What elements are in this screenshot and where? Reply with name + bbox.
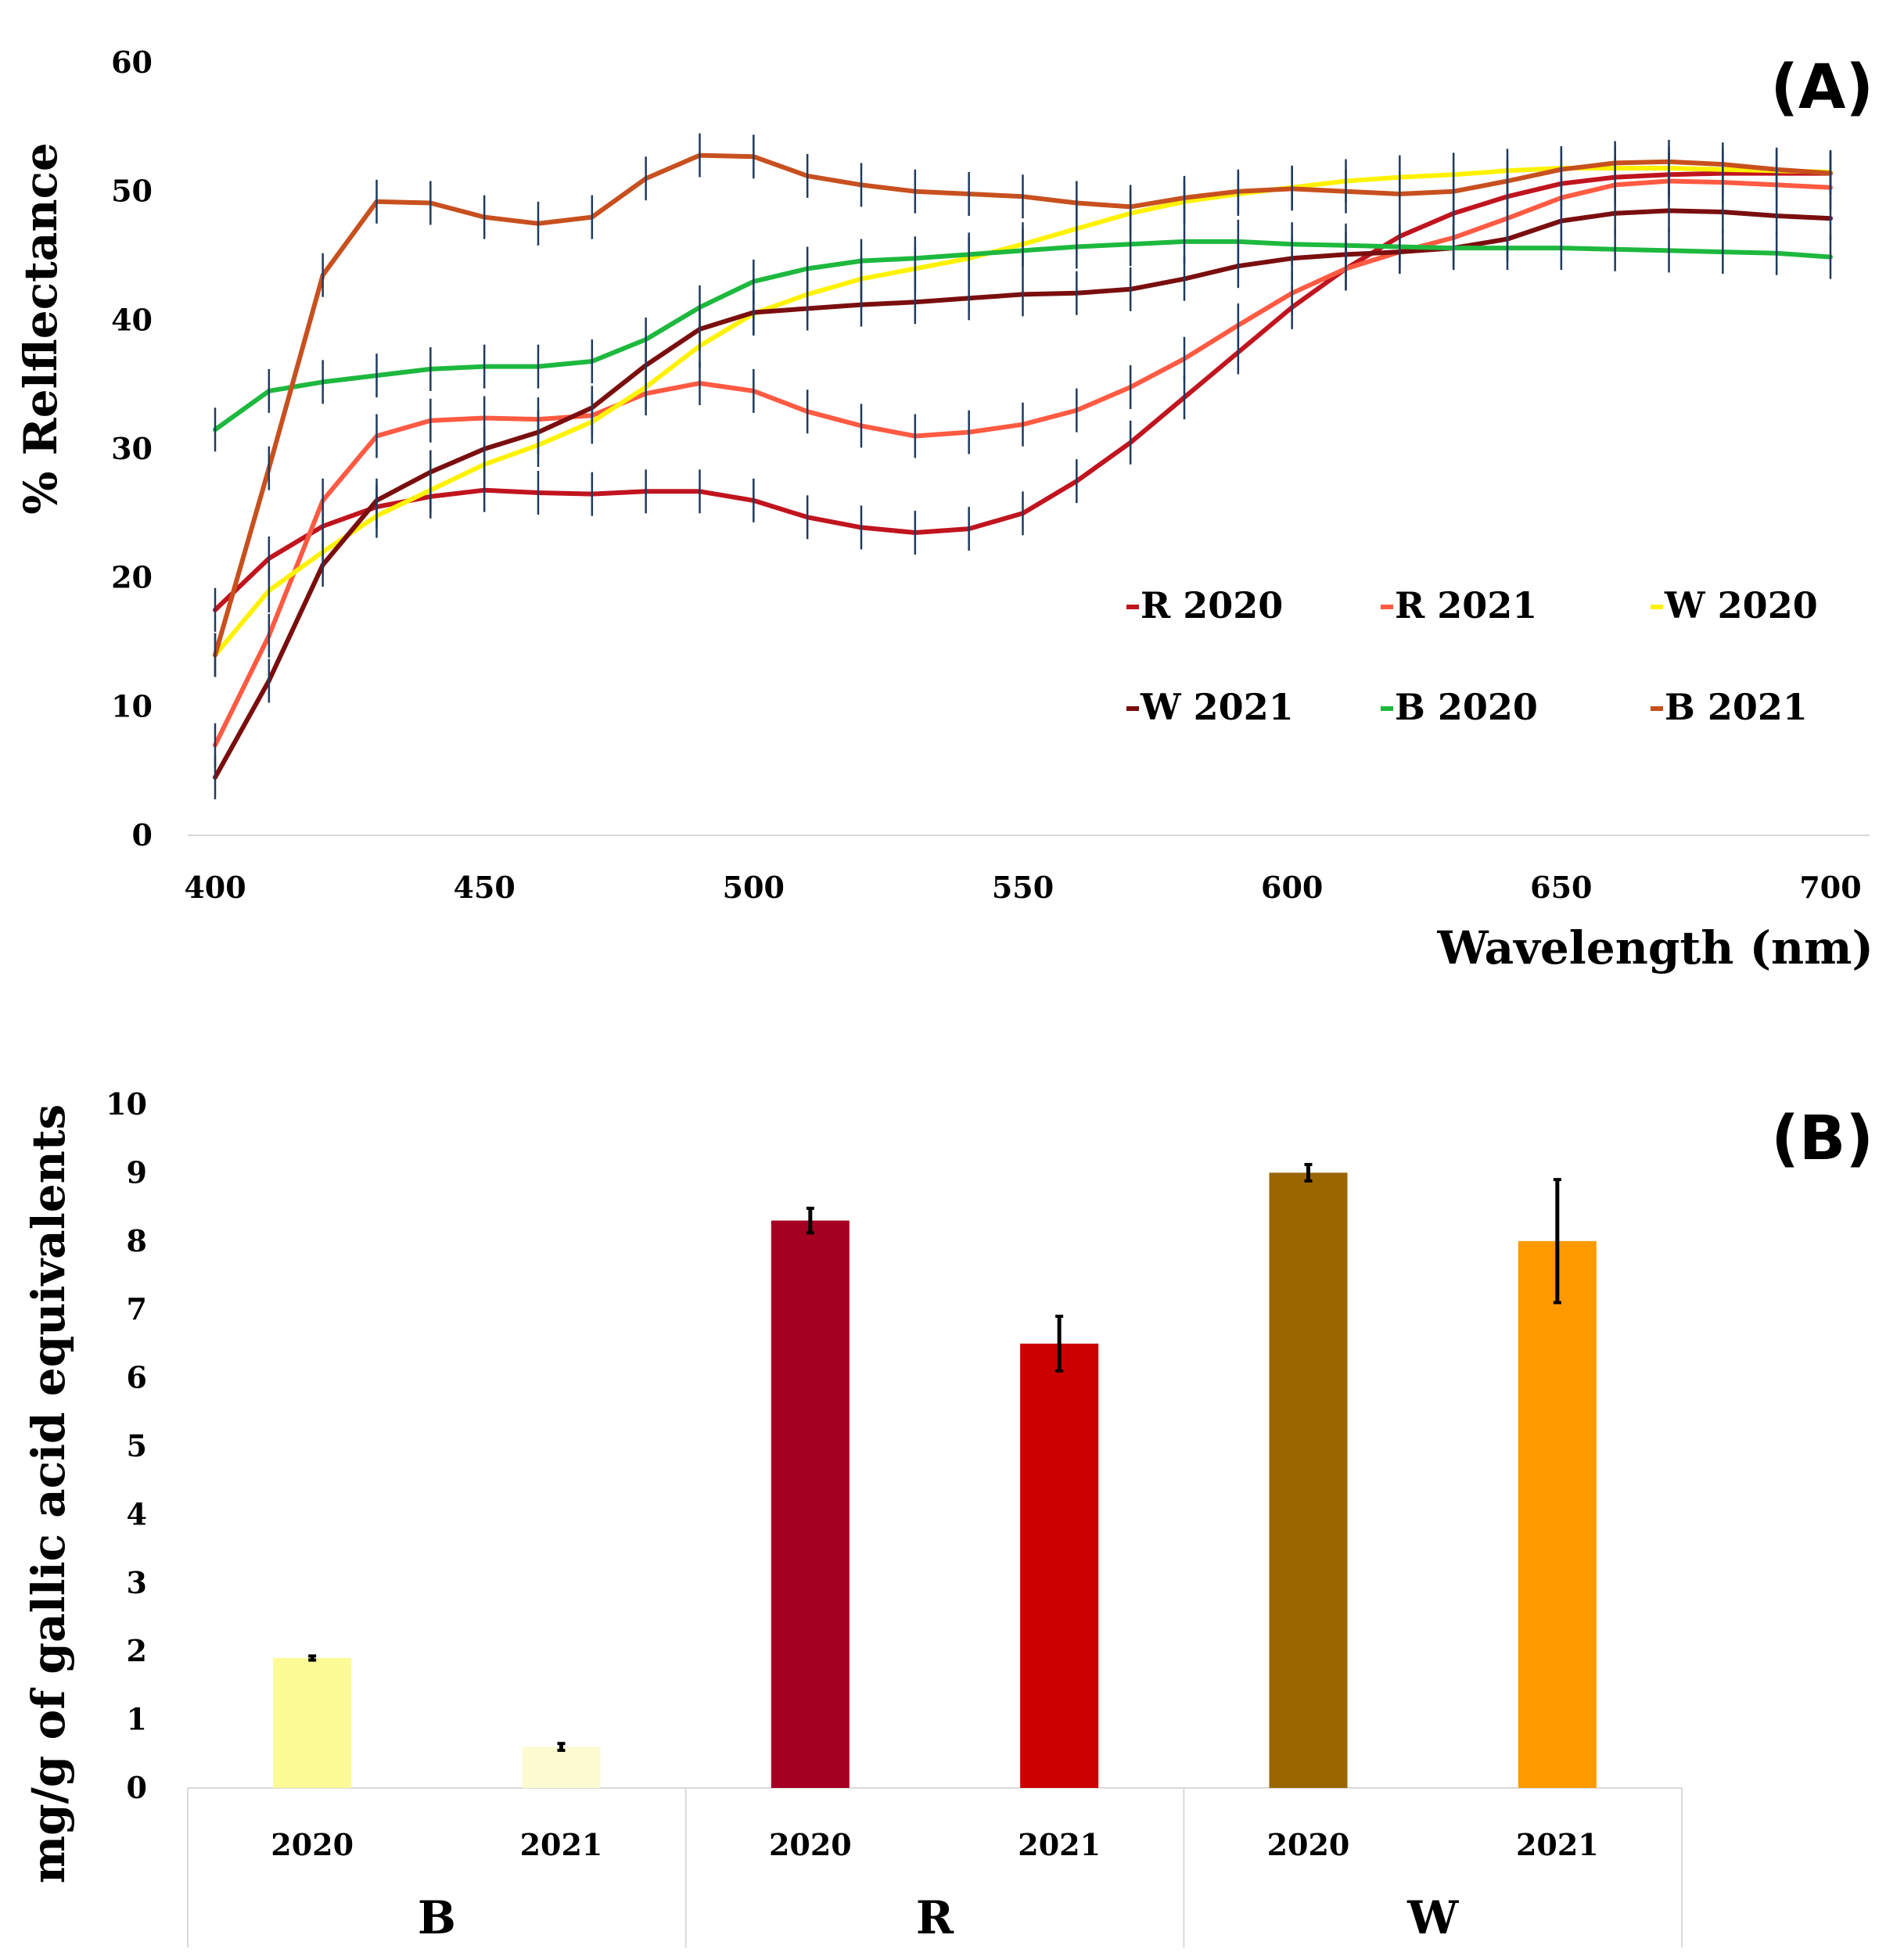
panel-a-x-tick-label: 600: [1261, 870, 1323, 905]
bar: [1020, 1343, 1099, 1788]
panel-b-label: (B): [1771, 1104, 1873, 1174]
panel-b-y-tick-label: 2: [127, 1633, 147, 1668]
panel-a-y-tick-label: 40: [111, 302, 153, 337]
year-tick-label: 2020: [769, 1827, 852, 1862]
year-tick-label: 2020: [271, 1827, 354, 1862]
panel-b-plot: 0 1 2 3 4 5 6 7 8 9 10 2020 2021 2020 2021 2020 2021 B R W: [106, 1086, 1683, 1947]
panel-a-legend: R 2020 R 2021 W 2020 W 2021 B 2020 B 2021: [1126, 584, 1818, 728]
panel-a-y-tick-label: 20: [111, 560, 153, 595]
bar-r-2020: [771, 1206, 850, 1788]
bar: [1518, 1240, 1597, 1788]
panel-a-x-tick-label: 700: [1799, 870, 1861, 905]
bar-b-2021: [522, 1742, 601, 1788]
panel-a-y-tick-label: 50: [111, 174, 153, 209]
panel-a-plot: 0 10 20 30 40 50 60 400 450 500 550 600 650 700 R 2020…: [111, 45, 1870, 905]
panel-b-y-axis-title: mg/g of gallic acid equivalents: [22, 1104, 75, 1884]
panel-b-y-tick-label: 7: [127, 1291, 147, 1326]
year-tick-label: 2021: [1516, 1827, 1599, 1862]
legend-label: R 2021: [1395, 584, 1537, 626]
panel-b-y-tick-label: 8: [127, 1223, 147, 1258]
legend-item: B 2021: [1651, 686, 1808, 728]
legend-item: B 2020: [1381, 686, 1538, 728]
legend-label: W 2020: [1664, 584, 1818, 626]
legend-label: W 2021: [1140, 686, 1294, 728]
group-label: B: [418, 1891, 456, 1944]
panel-a-x-tick-label: 500: [723, 870, 785, 905]
bar-b-2020: [273, 1654, 352, 1788]
legend-label: B 2021: [1665, 686, 1808, 728]
panel-b-y-tick-label: 4: [127, 1496, 147, 1531]
bar-r-2021: [1020, 1314, 1099, 1788]
legend-item: R 2021: [1381, 584, 1537, 626]
panel-b-y-tick-label: 9: [127, 1154, 147, 1190]
panel-a-y-tick-label: 60: [111, 45, 153, 80]
bar: [273, 1657, 352, 1788]
panel-b-y-tick-label: 6: [127, 1360, 147, 1395]
panel-a-y-tick-label: 10: [111, 688, 153, 723]
series-b-2020: [213, 219, 1833, 452]
group-label: R: [916, 1891, 954, 1944]
year-tick-label: 2021: [1018, 1827, 1101, 1862]
panel-b-y-tick-label: 1: [127, 1702, 147, 1737]
panel-b-y-tick-label: 5: [127, 1428, 147, 1463]
year-tick-label: 2021: [520, 1827, 603, 1862]
panel-b-y-tick-label: 3: [127, 1565, 147, 1600]
bar-w-2020: [1269, 1162, 1348, 1788]
bar: [1269, 1172, 1348, 1788]
panel-b-y-tick-label: 0: [127, 1770, 147, 1805]
legend-label: R 2020: [1141, 584, 1283, 626]
panel-a-x-tick-label: 400: [184, 870, 246, 905]
panel-a-x-tick-label: 550: [992, 870, 1054, 905]
legend-item: R 2020: [1126, 584, 1283, 626]
year-tick-label: 2020: [1267, 1827, 1350, 1862]
legend-label: B 2020: [1395, 686, 1538, 728]
panel-a-y-tick-label: 30: [111, 431, 153, 466]
bar: [522, 1746, 601, 1788]
panel-a-label: (A): [1770, 52, 1873, 123]
legend-item: W 2020: [1651, 584, 1818, 626]
series-b-2021: [213, 133, 1833, 677]
panel-a-y-tick-label: 0: [132, 817, 153, 853]
panel-a-y-axis-title: % Relflectance: [14, 142, 67, 515]
bar: [771, 1220, 850, 1788]
panel-b-y-tick-label: 10: [106, 1086, 147, 1122]
group-label: W: [1406, 1891, 1459, 1944]
panel-a-x-axis-title: Wavelength (nm): [1436, 921, 1873, 975]
bar-w-2021: [1518, 1178, 1597, 1788]
legend-item: W 2021: [1126, 686, 1294, 728]
panel-a-x-tick-label: 450: [454, 870, 516, 905]
panel-a-x-tick-label: 650: [1530, 870, 1592, 905]
